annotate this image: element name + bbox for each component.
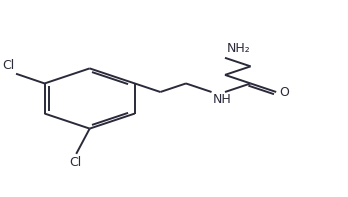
Text: Cl: Cl	[69, 156, 81, 169]
Text: NH₂: NH₂	[227, 42, 251, 55]
Text: Cl: Cl	[2, 59, 14, 72]
Text: NH: NH	[213, 93, 232, 106]
Text: O: O	[279, 86, 289, 99]
